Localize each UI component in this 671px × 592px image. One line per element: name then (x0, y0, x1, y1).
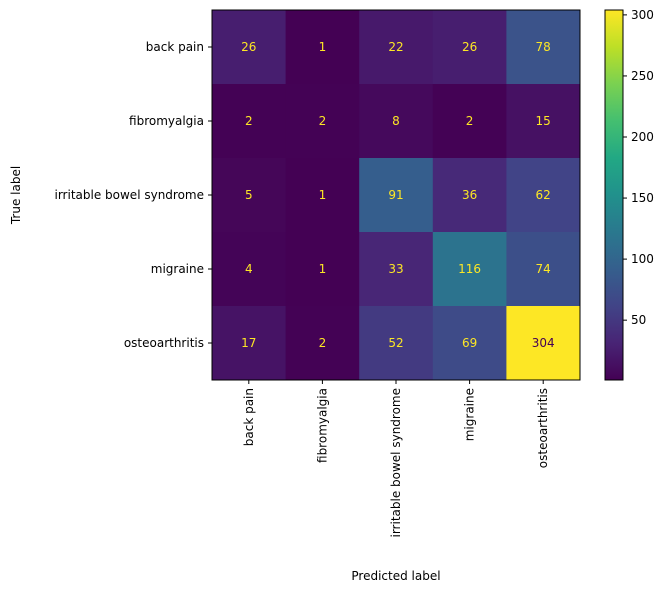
cell-value-label: 8 (392, 114, 400, 128)
heatmap-cell (285, 306, 360, 381)
heatmap-cell (359, 232, 434, 307)
cell-value-label: 26 (241, 40, 256, 54)
cell-value-label: 17 (241, 336, 256, 350)
y-tick-label: fibromyalgia (129, 114, 204, 128)
cell-value-label: 2 (319, 336, 327, 350)
cell-value-label: 4 (245, 262, 253, 276)
cell-value-label: 304 (532, 336, 555, 350)
heatmap-cell (285, 84, 360, 159)
x-tick-label: migraine (463, 388, 477, 441)
cell-value-label: 36 (462, 188, 477, 202)
cell-value-label: 26 (462, 40, 477, 54)
heatmap-cell (432, 306, 507, 381)
y-axis-title: True label (9, 166, 23, 225)
heatmap-cell (285, 232, 360, 307)
colorbar-tick-label: 100 (631, 252, 654, 266)
y-tick-label: irritable bowel syndrome (55, 188, 205, 202)
heatmap-cell (506, 10, 581, 85)
cell-value-label: 69 (462, 336, 477, 350)
colorbar-ticks: 50 100 150 200 250 300 (623, 8, 654, 327)
cell-value-label: 15 (536, 114, 551, 128)
heatmap-cell (432, 84, 507, 159)
cell-value-label: 1 (319, 40, 327, 54)
y-tick-label: osteoarthritis (124, 336, 204, 350)
heatmap-cell (212, 306, 287, 381)
cell-value-label: 2 (466, 114, 474, 128)
heatmap-cells (212, 10, 581, 381)
heatmap-cell (506, 306, 581, 381)
colorbar-tick-label: 150 (631, 191, 654, 205)
heatmap-cell (506, 158, 581, 233)
heatmap-cell (506, 84, 581, 159)
x-axis-title: Predicted label (351, 569, 440, 583)
x-tick-label: fibromyalgia (315, 388, 329, 463)
heatmap-cell (212, 232, 287, 307)
cell-value-label: 91 (388, 188, 403, 202)
cell-value-label: 5 (245, 188, 253, 202)
y-axis-ticks: back pain fibromyalgia irritable bowel syn… (55, 40, 212, 350)
cell-value-label: 2 (245, 114, 253, 128)
cell-value-label: 62 (536, 188, 551, 202)
cell-value-label: 33 (388, 262, 403, 276)
colorbar-tick-label: 50 (631, 313, 646, 327)
heatmap-cell (506, 232, 581, 307)
colorbar-tick-label: 200 (631, 130, 654, 144)
cell-value-label: 78 (536, 40, 551, 54)
cell-value-label: 22 (388, 40, 403, 54)
cell-value-label: 52 (388, 336, 403, 350)
x-tick-label: osteoarthritis (536, 388, 550, 468)
colorbar-tick-label: 300 (631, 8, 654, 22)
cell-value-label: 116 (458, 262, 481, 276)
heatmap-cell (432, 232, 507, 307)
colorbar-tick-label: 250 (631, 69, 654, 83)
x-tick-label: irritable bowel syndrome (389, 388, 403, 538)
x-axis-ticks: back pain fibromyalgia irritable bowel syn… (242, 380, 550, 538)
heatmap-cell (212, 84, 287, 159)
heatmap-cell (359, 84, 434, 159)
heatmap-cell (285, 158, 360, 233)
y-tick-label: back pain (146, 40, 204, 54)
x-tick-label: back pain (242, 388, 256, 446)
cell-value-label: 2 (319, 114, 327, 128)
y-tick-label: migraine (151, 262, 204, 276)
cell-value-label: 1 (319, 262, 327, 276)
cell-value-label: 74 (536, 262, 551, 276)
heatmap-cell (285, 10, 360, 85)
cell-value-label: 1 (319, 188, 327, 202)
heatmap-cell (359, 158, 434, 233)
heatmap-cell (359, 10, 434, 85)
heatmap-cell (432, 158, 507, 233)
heatmap-cell (359, 306, 434, 381)
heatmap-cell (212, 158, 287, 233)
colorbar (604, 9, 624, 381)
heatmap-cell (432, 10, 507, 85)
heatmap-cell (212, 10, 287, 85)
